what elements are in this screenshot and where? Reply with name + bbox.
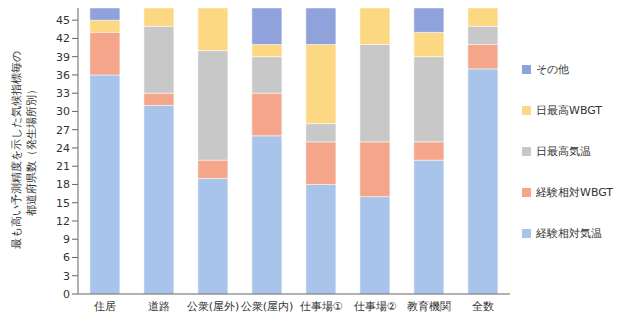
- svg-text:9: 9: [63, 233, 70, 246]
- svg-text:3: 3: [63, 270, 70, 283]
- svg-text:24: 24: [56, 142, 70, 155]
- svg-text:30: 30: [56, 105, 70, 118]
- svg-text:18: 18: [56, 178, 70, 191]
- svg-text:教育機関: 教育機関: [407, 300, 451, 313]
- svg-text:公衆(屋外): 公衆(屋外): [187, 300, 240, 313]
- svg-text:公衆(屋内): 公衆(屋内): [241, 300, 294, 313]
- svg-text:15: 15: [56, 197, 70, 210]
- svg-text:39: 39: [56, 51, 70, 64]
- html-text:日最高WBGT: 日最高WBGT: [536, 104, 603, 117]
- svg-text:最も高い予測精度を示した気候指標毎の都道府県数（発生場所別）: 最も高い予測精度を示した気候指標毎の都道府県数（発生場所別）: [10, 51, 38, 249]
- html-text:日最高気温: 日最高気温: [536, 145, 591, 158]
- svg-text:36: 36: [56, 69, 70, 82]
- svg-text:33: 33: [56, 87, 70, 100]
- svg-text:仕事場①: 仕事場①: [300, 300, 343, 313]
- svg-text:27: 27: [56, 124, 70, 137]
- svg-text:45: 45: [56, 14, 70, 27]
- svg-text:21: 21: [56, 160, 70, 173]
- html-text:経験相対気温: 経験相対気温: [536, 227, 602, 240]
- html-text:その他: その他: [536, 63, 569, 76]
- svg-text:仕事場②: 仕事場②: [354, 300, 397, 313]
- svg-text:42: 42: [56, 32, 70, 45]
- svg-text:0: 0: [63, 288, 70, 301]
- svg-text:道路: 道路: [148, 300, 170, 313]
- html-text:経験相対WBGT: 経験相対WBGT: [536, 186, 614, 199]
- svg-text:全数: 全数: [472, 300, 494, 313]
- svg-text:住居: 住居: [94, 300, 116, 313]
- svg-text:6: 6: [63, 251, 70, 264]
- svg-text:12: 12: [56, 215, 70, 228]
